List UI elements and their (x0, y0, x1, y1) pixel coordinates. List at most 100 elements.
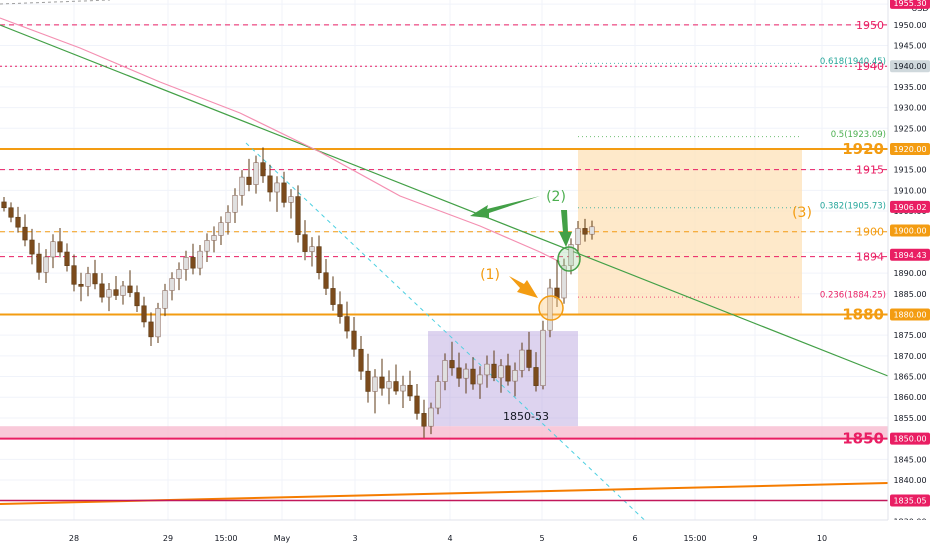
price-badge-bg (890, 432, 930, 445)
fib-label: 0.5(1923.09) (831, 130, 886, 140)
time-tick-label: 29 (163, 534, 173, 543)
candle-body (29, 239, 35, 255)
projection-line (245, 142, 656, 531)
candle-body (498, 365, 504, 379)
candle-body (442, 360, 448, 382)
candle-body (15, 216, 21, 228)
price-tick-label: 1950.00 (893, 21, 926, 30)
candle-body (561, 265, 567, 299)
annotations: 1950 1940 1920 1915 1900 1894 1880 1850 0.618(19… (470, 19, 886, 448)
candle-body (526, 349, 532, 368)
trendlines (0, 0, 889, 531)
candle-body (197, 250, 203, 269)
candle-body (99, 283, 105, 298)
candle-body (92, 273, 98, 285)
candle-body (568, 244, 574, 266)
price-tick-label: 1915.00 (893, 166, 926, 175)
price-badge-bg (890, 224, 930, 237)
candle-body (113, 289, 119, 296)
candle-body (379, 376, 385, 389)
candle-body (57, 241, 63, 253)
candle-body (372, 376, 378, 392)
price-badge-1894.43: 1894.43 (893, 251, 926, 260)
candle-body (162, 290, 168, 309)
candle-body (575, 228, 581, 245)
candle-body (22, 226, 28, 241)
candle-body (330, 288, 336, 305)
level-label-1880: 1880 (842, 305, 884, 323)
level-label-1940: 1940 (856, 60, 884, 73)
consolidation-zone (428, 331, 578, 427)
candle-body (239, 176, 245, 196)
candle-body (337, 304, 343, 317)
candle-body (169, 278, 175, 291)
candle-body (470, 368, 476, 385)
candle-body (505, 365, 511, 382)
time-tick-label: 5 (539, 534, 544, 543)
fib-label: 0.236(1884.25) (820, 291, 886, 301)
candle-body (106, 289, 112, 298)
candle-body (43, 256, 49, 273)
price-tick-label: 1845.00 (893, 455, 926, 464)
candle-body (302, 234, 308, 252)
candle-body (260, 162, 266, 177)
price-tick-label: 1945.00 (893, 42, 926, 51)
candle-body (540, 329, 546, 386)
candle-body (8, 207, 14, 218)
candle-body (477, 374, 483, 385)
price-tick-label: 1855.00 (893, 414, 926, 423)
breakout-circle-1 (538, 295, 564, 321)
zone-label: 1850-53 (503, 410, 549, 423)
candle-body (484, 363, 490, 376)
breakout-circle-2 (557, 246, 581, 272)
price-tick-label: 1885.00 (893, 290, 926, 299)
top-dotted-line (0, 0, 111, 5)
candle-body (225, 211, 231, 223)
price-badge-1906.02: 1906.02 (893, 203, 926, 212)
time-tick-label: 6 (632, 534, 637, 543)
price-badge-1955.30: 1955.30 (893, 0, 926, 8)
price-tick-label: 1935.00 (893, 83, 926, 92)
candle-body (253, 162, 259, 185)
candle-body (288, 196, 294, 203)
candle-body (71, 265, 77, 285)
candle-body (316, 246, 322, 274)
support-zone-1850 (0, 426, 888, 439)
price-axis[interactable]: USD1830.001835.001840.001845.001850.0018… (887, 0, 932, 550)
price-badge-1900.00: 1900.00 (893, 227, 926, 236)
candle-body (309, 246, 315, 252)
candlesticks (1, 147, 595, 438)
candle-body (512, 370, 518, 382)
candle-body (267, 175, 273, 193)
level-label-1950: 1950 (856, 19, 884, 32)
candle-body (120, 285, 126, 296)
price-tick-label: 1925.00 (893, 124, 926, 133)
level-label-1894: 1894 (856, 251, 884, 264)
time-tick-label: 28 (69, 534, 79, 543)
price-badge-1920.00: 1920.00 (893, 145, 926, 154)
zones (0, 148, 888, 439)
price-badge-1940.00: 1940.00 (893, 62, 926, 71)
price-badge-1835.05: 1835.05 (893, 496, 926, 505)
candle-body (232, 195, 238, 213)
candle-body (414, 395, 420, 414)
price-badge-1880.00: 1880.00 (893, 310, 926, 319)
time-axis[interactable]: 28 29 15:00 May 3 4 5 6 15:00 9 10 (0, 519, 932, 550)
candle-body (295, 196, 301, 235)
candle-body (344, 316, 350, 332)
candle-body (449, 360, 455, 369)
candle-body (547, 287, 553, 331)
candle-body (463, 368, 469, 379)
candle-body (400, 384, 406, 392)
price-tick-label: 1870.00 (893, 352, 926, 361)
price-tick-label: 1865.00 (893, 373, 926, 382)
candle-body (176, 269, 182, 279)
candle-body (50, 241, 56, 258)
fib-label: 0.618(1940.45) (820, 57, 886, 67)
price-badge-bg (890, 0, 930, 9)
candle-body (1, 201, 7, 209)
price-badge-bg (890, 142, 930, 155)
price-axis-bg (888, 0, 932, 550)
